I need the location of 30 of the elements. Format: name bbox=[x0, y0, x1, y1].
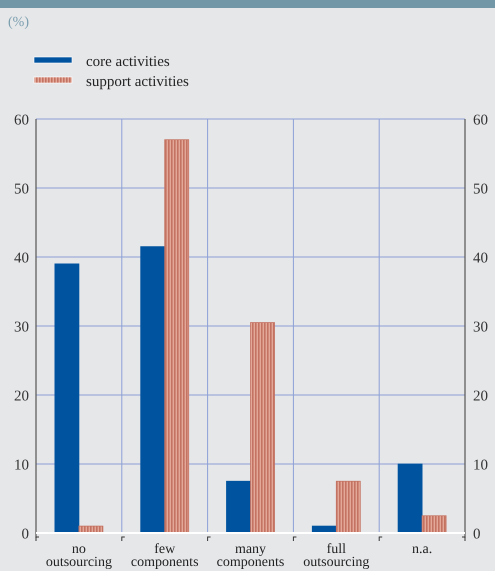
legend-label: support activities bbox=[86, 74, 190, 90]
y-tick-label: 0 bbox=[22, 526, 29, 542]
bar bbox=[398, 464, 422, 534]
bar bbox=[250, 322, 275, 534]
y-tick-label: 40 bbox=[14, 250, 29, 266]
y-tick-label: 30 bbox=[14, 319, 29, 336]
x-tick-label: n.a. bbox=[412, 542, 432, 557]
y-tick-label: 50 bbox=[14, 181, 29, 198]
y2-tick-label: 30 bbox=[473, 319, 488, 336]
bar bbox=[140, 246, 166, 534]
y2-tick-label: 10 bbox=[473, 457, 488, 474]
y-tick-label: 60 bbox=[14, 112, 29, 128]
y2-tick-label: 20 bbox=[473, 388, 488, 404]
y-tick-label: 20 bbox=[14, 388, 29, 404]
legend-label: core activities bbox=[86, 54, 170, 70]
y2-tick-label: 50 bbox=[473, 181, 488, 198]
bar bbox=[164, 139, 190, 534]
bar bbox=[336, 480, 361, 534]
bar bbox=[54, 264, 80, 534]
y2-tick-label: 40 bbox=[473, 250, 488, 266]
x-tick-label: many components bbox=[216, 542, 284, 570]
text: (%) bbox=[8, 15, 30, 30]
x-tick-label: full outsourcing bbox=[303, 542, 370, 570]
y-tick-label: 10 bbox=[14, 457, 29, 474]
x-tick-label: no outsourcing bbox=[46, 542, 112, 570]
bar bbox=[422, 515, 446, 534]
bar bbox=[226, 480, 251, 534]
y2-tick-label: 60 bbox=[473, 112, 488, 128]
x-tick-label: few components bbox=[130, 542, 199, 570]
y2-tick-label: 0 bbox=[473, 526, 480, 542]
